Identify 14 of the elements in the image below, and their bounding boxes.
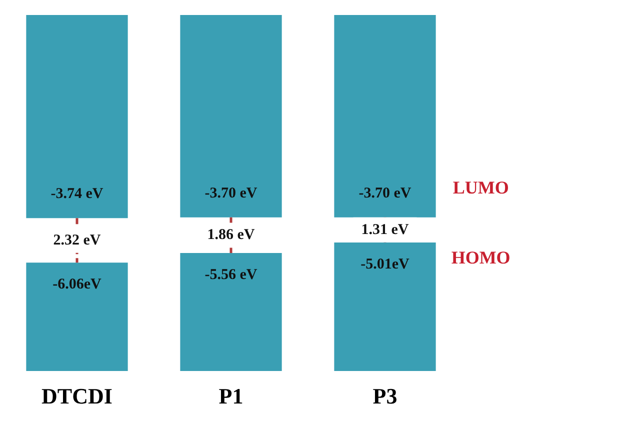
category-label: DTCDI (42, 384, 112, 408)
data-label: -3.70 eV (358, 185, 412, 202)
category-label: P1 (218, 384, 244, 408)
data-label: -5.56 eV (204, 267, 258, 284)
text: 2.32 eV (53, 232, 101, 248)
data-label: -3.74 eV (50, 186, 104, 202)
category-label: P3 (372, 384, 398, 408)
data-label: -6.06eV (52, 276, 102, 293)
text: 1.31 eV (361, 222, 409, 238)
series-label: LUMO (452, 177, 509, 198)
data-label: -3.70 eV (204, 185, 258, 202)
series-label: HOMO (451, 247, 510, 268)
data-label: -5.01eV (360, 256, 410, 272)
text: 1.86 eV (207, 227, 255, 244)
